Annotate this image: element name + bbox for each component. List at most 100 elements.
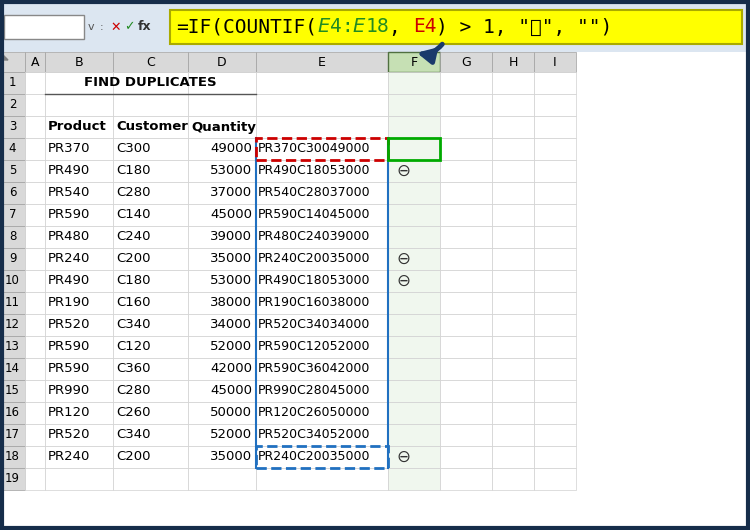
Bar <box>492 468 534 490</box>
Text: PR240: PR240 <box>48 252 90 266</box>
Bar <box>25 116 45 138</box>
Bar <box>188 160 256 182</box>
Bar <box>440 424 492 446</box>
Bar <box>188 204 256 226</box>
Text: PR190C16038000: PR190C16038000 <box>258 296 370 310</box>
Text: C340: C340 <box>116 319 151 331</box>
Bar <box>534 446 576 468</box>
Bar <box>256 468 388 490</box>
Text: H: H <box>509 56 518 68</box>
Bar <box>188 226 256 248</box>
Text: PR590C36042000: PR590C36042000 <box>258 363 370 375</box>
Bar <box>45 226 113 248</box>
Bar <box>188 336 256 358</box>
Bar <box>440 358 492 380</box>
Bar <box>256 424 388 446</box>
Bar <box>45 138 113 160</box>
Bar <box>534 336 576 358</box>
Text: C120: C120 <box>116 340 151 354</box>
Bar <box>25 182 45 204</box>
Bar <box>188 72 256 94</box>
Text: PR520: PR520 <box>48 428 91 441</box>
Bar <box>113 314 188 336</box>
Text: PR240: PR240 <box>48 450 90 464</box>
Text: 2: 2 <box>9 99 16 111</box>
Bar <box>113 72 188 94</box>
Bar <box>188 94 256 116</box>
Text: 45000: 45000 <box>210 384 252 398</box>
Bar <box>440 248 492 270</box>
Text: 6: 6 <box>9 187 16 199</box>
Bar <box>113 94 188 116</box>
Bar <box>534 292 576 314</box>
Bar <box>534 72 576 94</box>
Text: PR520C34052000: PR520C34052000 <box>258 428 370 441</box>
Bar <box>113 226 188 248</box>
Text: PR540C28037000: PR540C28037000 <box>258 187 370 199</box>
Text: C: C <box>146 56 154 68</box>
Bar <box>188 402 256 424</box>
Bar <box>256 380 388 402</box>
Bar <box>0 94 25 116</box>
Bar <box>188 358 256 380</box>
Bar <box>534 204 576 226</box>
Bar <box>388 380 440 402</box>
Bar <box>440 314 492 336</box>
Bar <box>440 402 492 424</box>
Bar <box>113 402 188 424</box>
Text: =IF(COUNTIF(: =IF(COUNTIF( <box>176 17 317 37</box>
Bar <box>256 94 388 116</box>
Bar <box>25 72 45 94</box>
Text: 45000: 45000 <box>210 208 252 222</box>
Bar <box>0 402 25 424</box>
Bar <box>188 468 256 490</box>
Bar <box>492 52 534 72</box>
Bar <box>0 424 25 446</box>
Bar <box>0 116 25 138</box>
Text: 10: 10 <box>5 275 20 287</box>
Bar <box>388 226 440 248</box>
Bar <box>0 336 25 358</box>
Bar <box>113 446 188 468</box>
Bar <box>440 116 492 138</box>
Text: PR990: PR990 <box>48 384 90 398</box>
Bar <box>25 380 45 402</box>
Bar <box>45 116 113 138</box>
Bar <box>45 52 113 72</box>
Text: PR490C18053000: PR490C18053000 <box>258 164 370 178</box>
Text: 11: 11 <box>5 296 20 310</box>
Text: 4: 4 <box>9 143 16 155</box>
Bar <box>388 358 440 380</box>
Text: PR990C28045000: PR990C28045000 <box>258 384 370 398</box>
Text: PR490: PR490 <box>48 275 90 287</box>
Bar <box>0 358 25 380</box>
Bar <box>388 270 440 292</box>
Text: fx: fx <box>138 21 152 33</box>
Bar <box>388 446 440 468</box>
Bar <box>492 270 534 292</box>
Bar <box>534 226 576 248</box>
Bar <box>188 270 256 292</box>
Bar <box>113 138 188 160</box>
Bar <box>25 138 45 160</box>
Text: PR520: PR520 <box>48 319 91 331</box>
Text: C260: C260 <box>116 407 151 420</box>
Bar <box>4 15 84 39</box>
Text: ,: , <box>389 17 412 37</box>
Bar <box>388 182 440 204</box>
Text: PR240C20035000: PR240C20035000 <box>258 252 370 266</box>
Text: C340: C340 <box>116 428 151 441</box>
Bar <box>388 336 440 358</box>
Bar <box>256 204 388 226</box>
Bar <box>492 116 534 138</box>
Bar <box>534 358 576 380</box>
Bar <box>188 116 256 138</box>
Bar <box>534 424 576 446</box>
Bar <box>45 72 113 94</box>
Bar <box>256 52 388 72</box>
Text: PR370C30049000: PR370C30049000 <box>258 143 370 155</box>
Text: 39000: 39000 <box>210 231 252 243</box>
Text: A: A <box>31 56 39 68</box>
Bar <box>45 358 113 380</box>
Bar <box>388 138 440 160</box>
